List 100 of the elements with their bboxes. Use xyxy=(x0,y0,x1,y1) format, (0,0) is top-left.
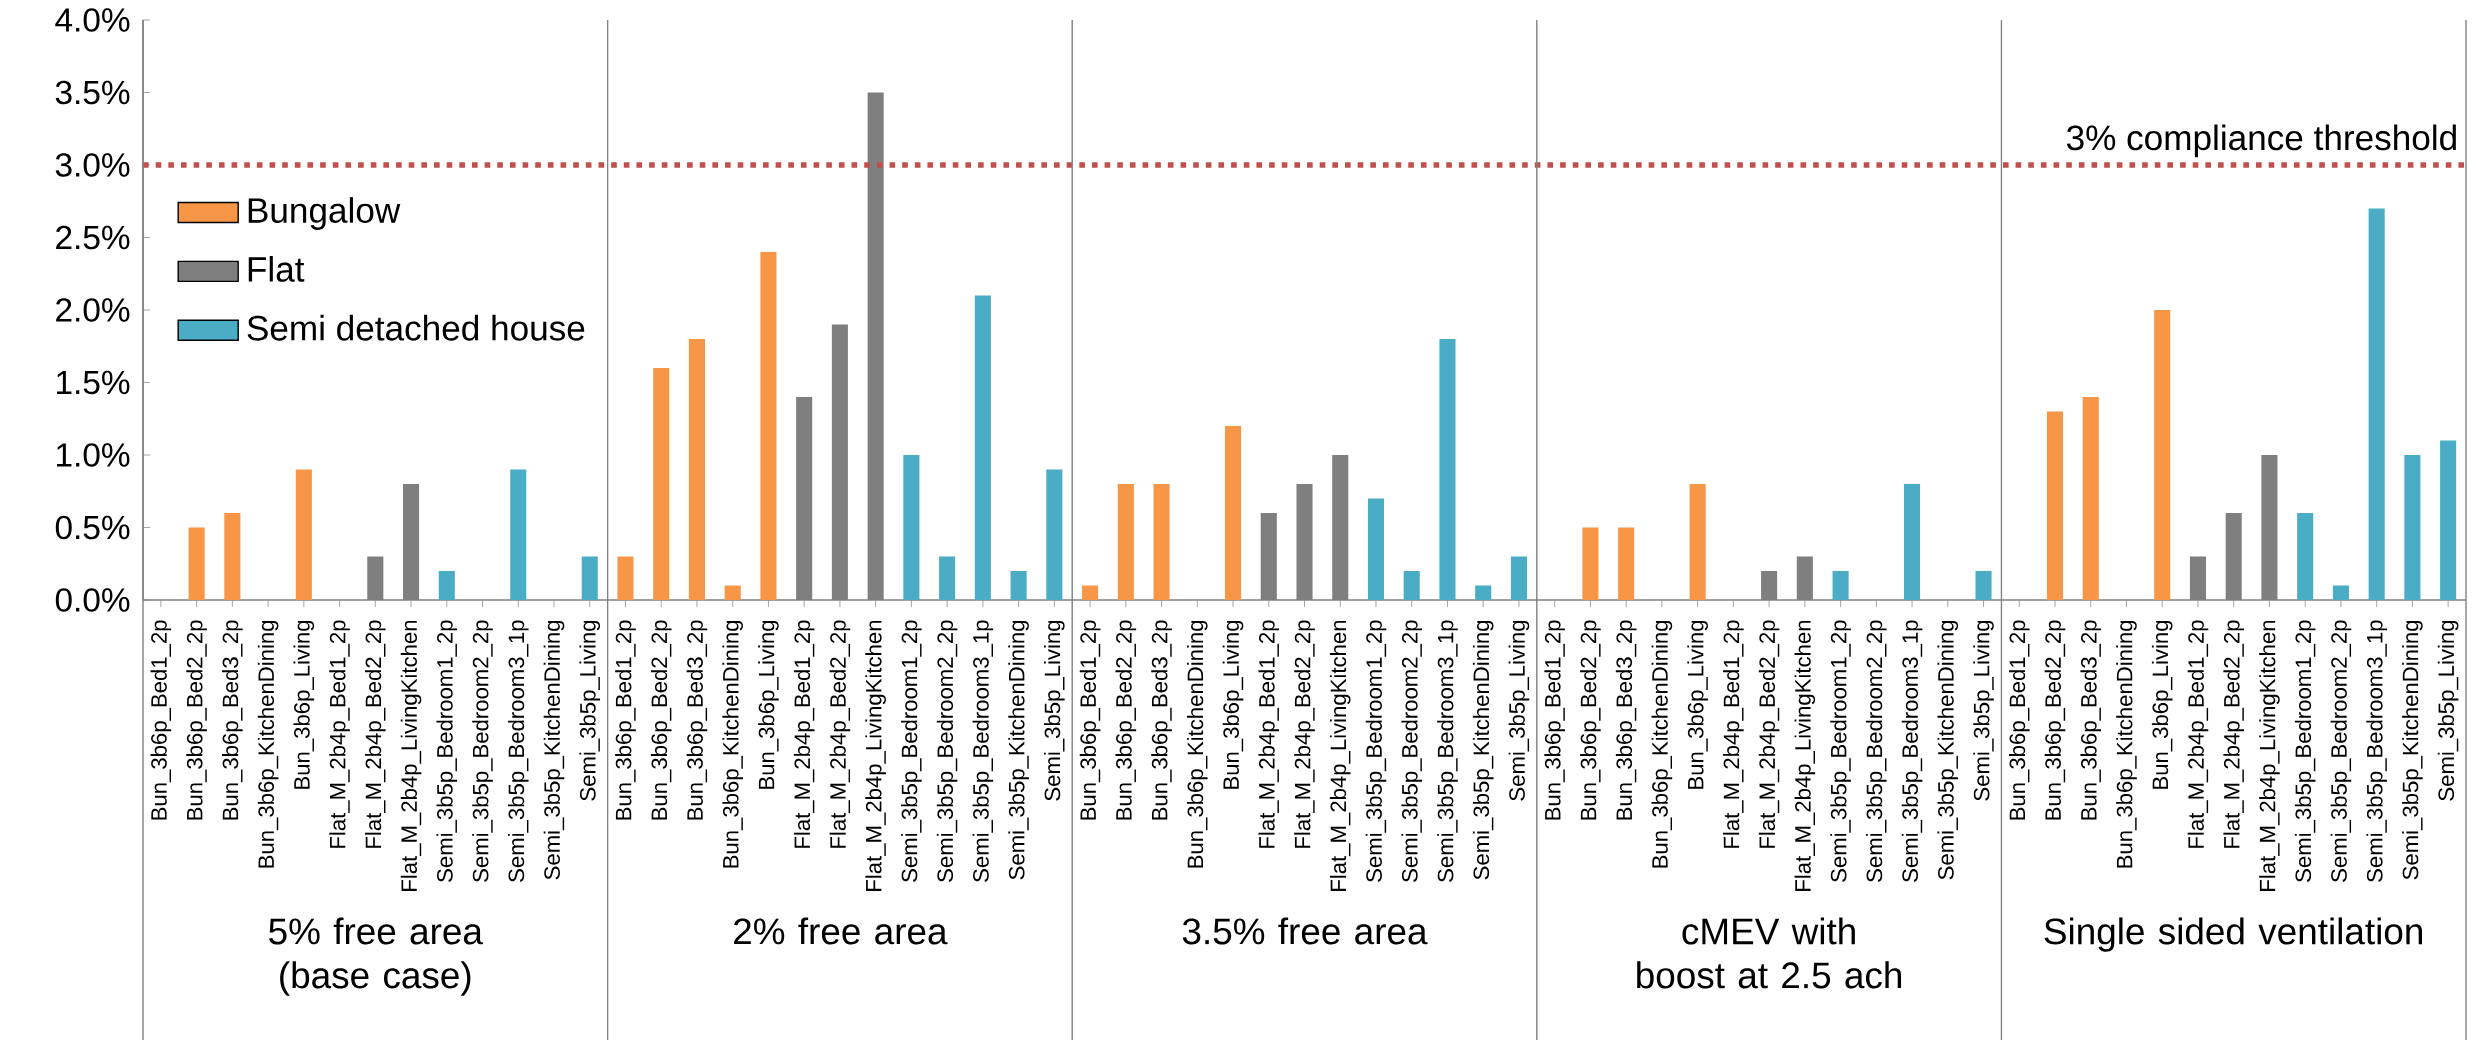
x-tick-label: Semi_3b5p_Bedroom2_2p xyxy=(472,620,493,882)
bar xyxy=(1439,339,1456,600)
x-tick-label: Semi_3b5p_Bedroom3_1p xyxy=(972,620,994,882)
bar xyxy=(1618,527,1635,600)
x-tick-label: Bun_3b6p_Bed2_2p xyxy=(2044,620,2066,820)
x-tick-label: Bun_3b6p_Bed2_2p xyxy=(650,620,672,820)
x-tick-label: Semi_3b5p_Bedroom3_1p xyxy=(1437,620,1458,882)
x-tick-label: Flat_M_2b4p_LivingKitchen xyxy=(400,620,422,891)
bar xyxy=(510,469,527,600)
bar xyxy=(2440,440,2457,600)
x-tick-label: Bun_3b6p_Bed3_2p xyxy=(222,620,243,820)
ref-line-label: 3% compliance threshold xyxy=(2066,124,2456,158)
x-tick-label: Flat_M_2b4p_LivingKitchen xyxy=(1329,620,1351,891)
bar xyxy=(974,295,991,600)
text: cMEV with boost at 2.5 ach xyxy=(1637,917,1902,989)
bar xyxy=(1046,469,1063,600)
x-tick-label: Bun_3b6p_KitchenDining xyxy=(2116,620,2137,868)
x-tick-label: Flat_M_2b4p_Bed2_2p xyxy=(829,620,851,848)
x-tick-label: Bun_3b6p_Living xyxy=(1687,620,1708,789)
bar xyxy=(1117,483,1134,600)
bar xyxy=(438,570,455,600)
legend-label: Bungalow xyxy=(248,197,401,230)
text: 2% free area xyxy=(734,917,948,945)
x-tick-label: Flat_M_2b4p_Bed1_2p xyxy=(2187,620,2209,848)
y-tick-label: 1.5% xyxy=(57,370,130,395)
x-tick-label: Bun_3b6p_KitchenDining xyxy=(1186,620,1208,868)
text: 5% free area (base case) xyxy=(269,917,483,996)
x-tick-label: Bun_3b6p_KitchenDining xyxy=(1651,620,1673,868)
x-tick-label: Semi_3b5p_Bedroom2_2p xyxy=(936,620,958,882)
x-tick-label: Bun_3b6p_Bed1_2p xyxy=(1079,620,1101,820)
x-tick-label: Semi_3b5p_Bedroom1_2p xyxy=(1830,620,1851,882)
bar xyxy=(2154,310,2171,600)
bar xyxy=(224,513,241,600)
bar xyxy=(653,368,670,600)
x-tick-label: Bun_3b6p_Bed3_2p xyxy=(1151,620,1172,820)
bar xyxy=(295,469,312,600)
x-tick-label: Bun_3b6p_Bed2_2p xyxy=(186,620,207,820)
x-tick-label: Bun_3b6p_Living xyxy=(758,620,779,789)
x-tick-label: Flat_M_2b4p_LivingKitchen xyxy=(865,620,886,891)
x-tick-label: Bun_3b6p_Bed1_2p xyxy=(2008,620,2030,820)
bar xyxy=(1403,570,1420,600)
x-tick-label: Semi_3b5p_KitchenDining xyxy=(1937,620,1959,880)
bar xyxy=(760,252,777,600)
x-tick-label: Flat_M_2b4p_Bed1_2p xyxy=(1723,620,1744,848)
y-tick-label: 0.0% xyxy=(55,588,130,612)
x-tick-label: Flat_M_2b4p_LivingKitchen xyxy=(2259,620,2280,891)
bar xyxy=(188,527,205,600)
x-tick-label: Flat_M_2b4p_Bed2_2p xyxy=(1758,620,1780,848)
bar xyxy=(2404,455,2421,600)
x-tick-label: Bun_3b6p_Bed2_2p xyxy=(1115,620,1137,820)
x-tick-label: Bun_3b6p_KitchenDining xyxy=(257,620,279,868)
legend-label: Semi detached house xyxy=(247,314,585,341)
x-tick-label: Bun_3b6p_Bed2_2p xyxy=(1580,620,1601,820)
y-tick-label: 0.5% xyxy=(55,515,130,540)
bar xyxy=(1367,498,1385,600)
x-tick-label: Semi_3b5p_KitchenDining xyxy=(1472,620,1494,880)
x-tick-label: Semi_3b5p_KitchenDining xyxy=(2402,620,2423,880)
x-tick-label: Semi_3b5p_Bedroom2_2p xyxy=(1401,620,1423,882)
bar xyxy=(1010,570,1027,600)
bar xyxy=(2297,513,2314,600)
y-tick-label: 3.0% xyxy=(55,153,130,177)
x-tick-label: Semi_3b5p_Living xyxy=(1973,620,1994,801)
bar xyxy=(1975,570,1992,600)
bar xyxy=(1832,570,1849,600)
x-tick-label: Semi_3b5p_Bedroom1_2p xyxy=(2294,620,2316,882)
bar xyxy=(688,339,705,600)
x-tick-label: Bun_3b6p_Living xyxy=(1222,620,1244,789)
bar xyxy=(1689,483,1706,600)
x-tick-label: Bun_3b6p_Bed1_2p xyxy=(1544,620,1565,820)
bar xyxy=(724,585,741,600)
x-tick-label: Semi_3b5p_Bedroom3_1p xyxy=(1901,620,1923,882)
y-tick-label: 3.5% xyxy=(55,80,130,105)
bar xyxy=(581,556,598,600)
x-tick-label: Semi_3b5p_KitchenDining xyxy=(1008,620,1029,880)
x-tick-label: Bun_3b6p_Bed3_2p xyxy=(1615,620,1637,820)
x-tick-label: Semi_3b5p_Bedroom2_2p xyxy=(2330,620,2352,882)
bar xyxy=(903,455,920,600)
x-tick-label: Flat_M_2b4p_Bed1_2p xyxy=(793,620,815,848)
bar xyxy=(939,556,956,600)
x-tick-label: Flat_M_2b4p_Bed2_2p xyxy=(2223,620,2244,848)
x-tick-label: Semi_3b5p_Bedroom1_2p xyxy=(901,620,922,882)
bar xyxy=(1153,483,1170,600)
x-tick-label: Semi_3b5p_Living xyxy=(1508,620,1530,801)
bar xyxy=(617,556,634,600)
bar xyxy=(1082,585,1099,600)
x-tick-label: Flat_M_2b4p_LivingKitchen xyxy=(1794,620,1816,891)
bar xyxy=(1510,556,1527,600)
x-tick-label: Bun_3b6p_Living xyxy=(293,620,315,789)
bar xyxy=(1582,527,1599,600)
text: 3.5% free area xyxy=(1182,917,1428,945)
x-tick-label: Semi_3b5p_Bedroom1_2p xyxy=(436,620,458,882)
x-tick-label: Flat_M_2b4p_Bed1_2p xyxy=(1258,620,1280,848)
x-tick-label: Bun_3b6p_Bed1_2p xyxy=(150,620,172,820)
x-tick-label: Flat_M_2b4p_Bed1_2p xyxy=(329,620,350,848)
y-tick-label: 1.0% xyxy=(57,443,130,467)
x-tick-label: Semi_3b5p_Living xyxy=(579,620,601,801)
bar xyxy=(1224,425,1242,600)
x-tick-label: Bun_3b6p_Bed3_2p xyxy=(2080,620,2102,820)
x-tick-label: Semi_3b5p_Bedroom3_1p xyxy=(2366,620,2387,882)
x-tick-label: Semi_3b5p_Bedroom3_1p xyxy=(507,620,529,882)
